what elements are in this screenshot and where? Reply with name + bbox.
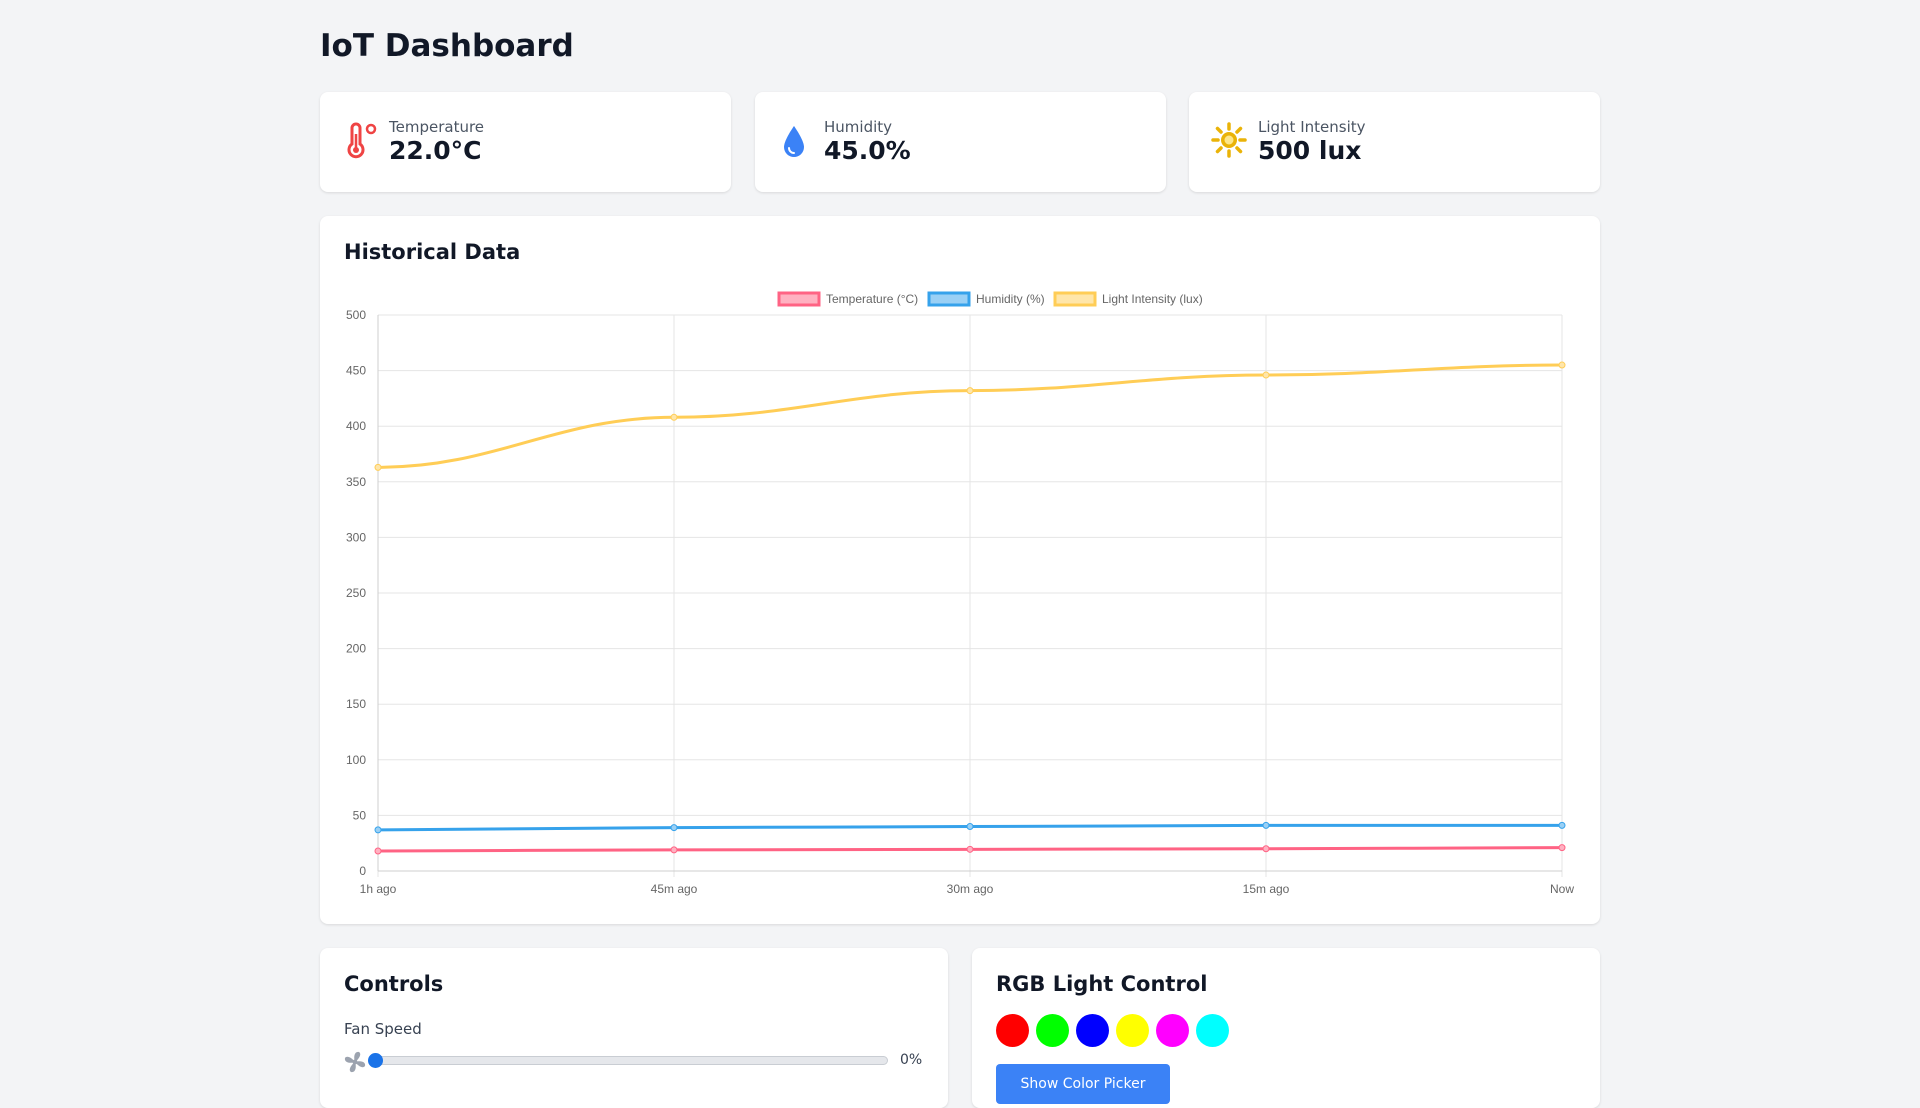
legend-label: Light Intensity (lux) [1102, 292, 1203, 306]
legend-label: Humidity (%) [976, 292, 1045, 306]
legend-swatch [927, 291, 971, 307]
data-point [966, 845, 974, 853]
x-tick-label: 1h ago [360, 882, 397, 896]
x-tick-label: 30m ago [947, 882, 994, 896]
sun-icon [1211, 122, 1247, 158]
rgb-light-control-title: RGB Light Control [996, 972, 1208, 996]
y-tick-label: 450 [346, 364, 366, 378]
color-swatch-yellow[interactable] [1116, 1014, 1149, 1047]
humidity-card: Humidity 45.0% [755, 92, 1166, 192]
data-point [670, 846, 678, 854]
x-tick-label: 15m ago [1243, 882, 1290, 896]
y-tick-label: 50 [353, 808, 367, 822]
y-tick-label: 150 [346, 697, 366, 711]
humidity-label: Humidity [824, 118, 893, 136]
legend-swatch [1053, 291, 1097, 307]
light-intensity-label: Light Intensity [1258, 118, 1366, 136]
data-point [1262, 821, 1270, 829]
legend-label: Temperature (°C) [826, 292, 918, 306]
page-title: IoT Dashboard [320, 28, 574, 64]
data-point [1558, 361, 1566, 369]
x-tick-label: 45m ago [651, 882, 698, 896]
data-point [966, 823, 974, 831]
color-swatch-magenta[interactable] [1156, 1014, 1189, 1047]
temperature-label: Temperature [389, 118, 485, 136]
temperature-card: Temperature 22.0°C [320, 92, 731, 192]
y-tick-label: 350 [346, 475, 366, 489]
y-tick-label: 400 [346, 419, 366, 433]
fan-icon [344, 1051, 366, 1073]
y-tick-label: 0 [359, 864, 366, 878]
color-swatch-red[interactable] [996, 1014, 1029, 1047]
fan-speed-slider-thumb[interactable] [368, 1053, 383, 1068]
data-point [374, 826, 382, 834]
color-swatch-green[interactable] [1036, 1014, 1069, 1047]
data-point [670, 413, 678, 421]
data-point [1558, 844, 1566, 852]
historical-data-title: Historical Data [344, 240, 521, 264]
data-point [374, 847, 382, 855]
color-swatch-blue[interactable] [1076, 1014, 1109, 1047]
data-point [1262, 845, 1270, 853]
data-point [1262, 371, 1270, 379]
legend-swatch [777, 291, 821, 307]
historical-data-card: Historical Data 0 50 100 150 200 250 300 350 400… [320, 216, 1600, 924]
controls-title: Controls [344, 972, 444, 996]
light-intensity-card: Light Intensity 500 lux [1189, 92, 1600, 192]
show-color-picker-button[interactable]: Show Color Picker [996, 1064, 1170, 1104]
data-point [966, 387, 974, 395]
fan-speed-slider[interactable] [368, 1053, 888, 1068]
y-tick-label: 250 [346, 586, 366, 600]
humidity-value: 45.0% [824, 136, 911, 165]
color-swatch-cyan[interactable] [1196, 1014, 1229, 1047]
y-tick-label: 200 [346, 642, 366, 656]
historical-data-chart: 0 50 100 150 200 250 300 350 400 450 500 1h ago 45m … [346, 291, 1574, 896]
data-point [374, 463, 382, 471]
x-tick-label: Now [1550, 882, 1574, 896]
thermometer-icon [347, 122, 377, 159]
y-tick-label: 100 [346, 753, 366, 767]
fan-speed-value: 0% [900, 1052, 923, 1068]
y-tick-label: 300 [346, 530, 366, 544]
fan-speed-label: Fan Speed [344, 1020, 422, 1038]
y-tick-label: 500 [346, 308, 366, 322]
water-drop-icon [784, 126, 804, 157]
data-point [1558, 821, 1566, 829]
light-intensity-value: 500 lux [1258, 136, 1362, 165]
temperature-value: 22.0°C [389, 136, 482, 165]
rgb-light-control-card: RGB Light Control Show Color Picker [972, 948, 1600, 1108]
data-point [670, 824, 678, 832]
controls-card: Controls Fan Speed 0% [320, 948, 948, 1108]
